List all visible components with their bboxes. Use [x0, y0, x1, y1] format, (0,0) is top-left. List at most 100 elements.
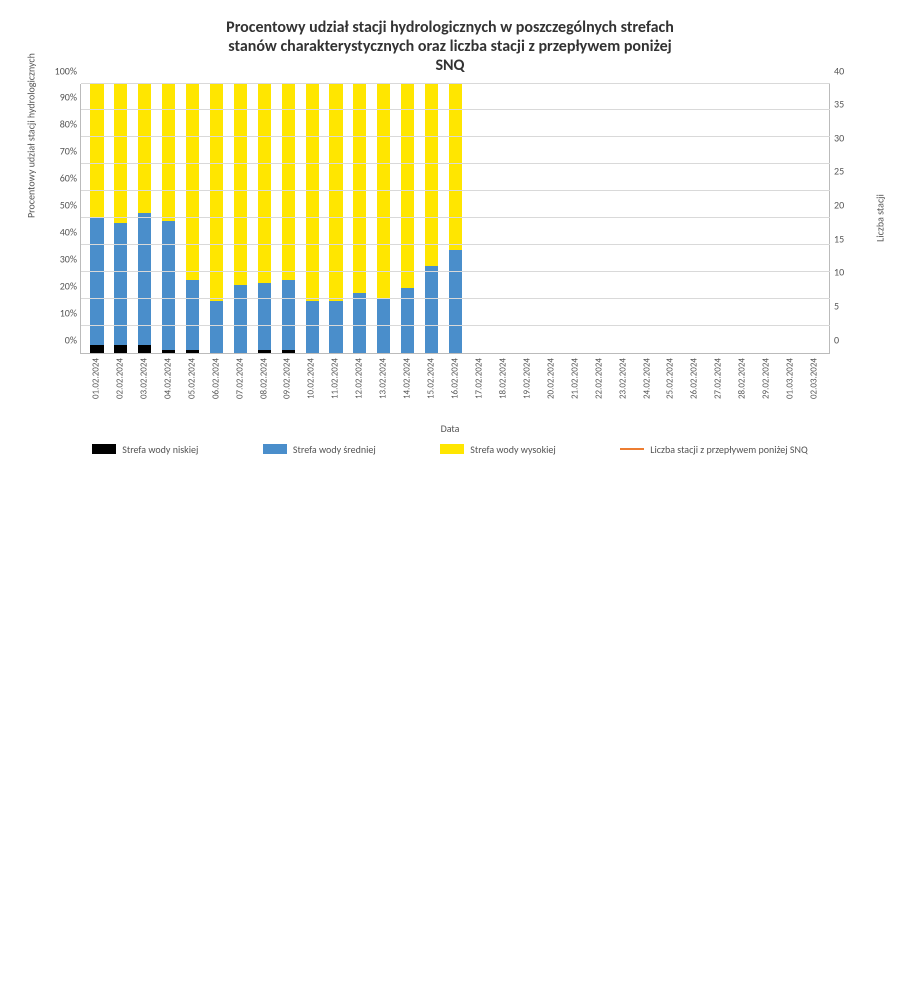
y-left-tick: 60%: [41, 172, 81, 185]
bar-slot: [276, 84, 300, 353]
bar-segment-low: [138, 345, 151, 353]
x-tick: 12.02.2024: [347, 354, 371, 424]
x-tick-label: 22.02.2024: [593, 358, 604, 399]
bar-segment-high: [258, 84, 271, 283]
x-tick: 14.02.2024: [395, 354, 419, 424]
bar-slot: [491, 84, 515, 353]
bar-slot: [324, 84, 348, 353]
x-tick-label: 11.02.2024: [330, 358, 341, 399]
bar-slot: [109, 84, 133, 353]
bar-segment-high: [90, 84, 103, 219]
bar-segment-high: [425, 84, 438, 267]
bar-segment-mid: [162, 221, 175, 350]
bar-slot: [85, 84, 109, 353]
stacked-bar: [449, 84, 462, 353]
x-tick-label: 17.02.2024: [473, 358, 484, 399]
x-tick-label: 21.02.2024: [569, 358, 580, 399]
x-tick: 09.02.2024: [276, 354, 300, 424]
stacked-bar: [282, 84, 295, 353]
x-tick-label: 15.02.2024: [426, 358, 437, 399]
bar-segment-mid: [258, 283, 271, 350]
x-tick-label: 12.02.2024: [354, 358, 365, 399]
x-tick: 29.02.2024: [754, 354, 778, 424]
y-right-tick: 10: [830, 266, 860, 279]
gridline-h: [81, 244, 830, 245]
bar-segment-mid: [329, 301, 342, 352]
bar-segment-mid: [449, 250, 462, 352]
x-tick-label: 19.02.2024: [521, 358, 532, 399]
x-tick: 21.02.2024: [563, 354, 587, 424]
bar-slot: [539, 84, 563, 353]
legend: Strefa wody niskiejStrefa wody średniejS…: [20, 443, 880, 456]
bar-slot: [468, 84, 492, 353]
bar-slot: [754, 84, 778, 353]
stacked-bar: [210, 84, 223, 353]
x-tick: 03.02.2024: [132, 354, 156, 424]
stacked-bar: [401, 84, 414, 353]
y-right-tick: 15: [830, 232, 860, 245]
bar-segment-mid: [353, 293, 366, 352]
x-tick: 04.02.2024: [156, 354, 180, 424]
chart-title-line: SNQ: [20, 56, 880, 75]
legend-line-icon: [620, 448, 644, 450]
y-left-label: Procentowy udział stacji hydrologicznych: [25, 53, 38, 218]
x-tick-label: 23.02.2024: [617, 358, 628, 399]
y-left-tick: 30%: [41, 252, 81, 265]
x-tick-label: 29.02.2024: [761, 358, 772, 399]
legend-swatch-icon: [263, 444, 287, 454]
bar-slot: [659, 84, 683, 353]
x-tick-label: 26.02.2024: [689, 358, 700, 399]
chart-title-line: stanów charakterystycznych oraz liczba s…: [20, 37, 880, 56]
stacked-bar: [114, 84, 127, 353]
legend-swatch-icon: [92, 444, 116, 454]
x-tick: 02.03.2024: [802, 354, 826, 424]
y-left-tick: 0%: [41, 333, 81, 346]
x-tick: 07.02.2024: [228, 354, 252, 424]
bar-slot: [205, 84, 229, 353]
bar-segment-mid: [186, 280, 199, 350]
gridline-h: [81, 217, 830, 218]
bar-slot: [181, 84, 205, 353]
bar-segment-mid: [282, 280, 295, 350]
y-right-tick: 0: [830, 333, 860, 346]
x-tick: 16.02.2024: [443, 354, 467, 424]
y-right-tick: 20: [830, 199, 860, 212]
x-tick-label: 09.02.2024: [282, 358, 293, 399]
bar-segment-low: [90, 345, 103, 353]
y-left-tick: 80%: [41, 118, 81, 131]
gridline-h: [81, 136, 830, 137]
bar-segment-high: [162, 84, 175, 221]
bar-slot: [157, 84, 181, 353]
bar-segment-high: [282, 84, 295, 280]
stacked-bar: [258, 84, 271, 353]
x-tick-label: 04.02.2024: [162, 358, 173, 399]
bar-segment-mid: [234, 285, 247, 352]
bar-segment-high: [234, 84, 247, 286]
bar-slot: [372, 84, 396, 353]
bar-slot: [611, 84, 635, 353]
bar-segment-high: [138, 84, 151, 213]
bar-slot: [444, 84, 468, 353]
x-tick: 26.02.2024: [682, 354, 706, 424]
bar-segment-low: [282, 350, 295, 353]
bar-slot: [300, 84, 324, 353]
x-tick-label: 10.02.2024: [306, 358, 317, 399]
x-tick-label: 02.02.2024: [114, 358, 125, 399]
bar-segment-high: [114, 84, 127, 224]
legend-label: Strefa wody średniej: [293, 443, 376, 456]
legend-item: Strefa wody wysokiej: [440, 443, 556, 456]
x-tick: 28.02.2024: [730, 354, 754, 424]
x-tick-label: 01.02.2024: [90, 358, 101, 399]
x-tick: 23.02.2024: [611, 354, 635, 424]
y-left-tick: 50%: [41, 199, 81, 212]
bar-slot: [587, 84, 611, 353]
stacked-bar: [234, 84, 247, 353]
x-tick: 25.02.2024: [659, 354, 683, 424]
legend-swatch-icon: [440, 444, 464, 454]
x-tick-label: 18.02.2024: [497, 358, 508, 399]
bar-slot: [563, 84, 587, 353]
y-right-tick: 30: [830, 131, 860, 144]
bar-segment-high: [329, 84, 342, 302]
stacked-bar: [425, 84, 438, 353]
bar-segment-low: [258, 350, 271, 353]
